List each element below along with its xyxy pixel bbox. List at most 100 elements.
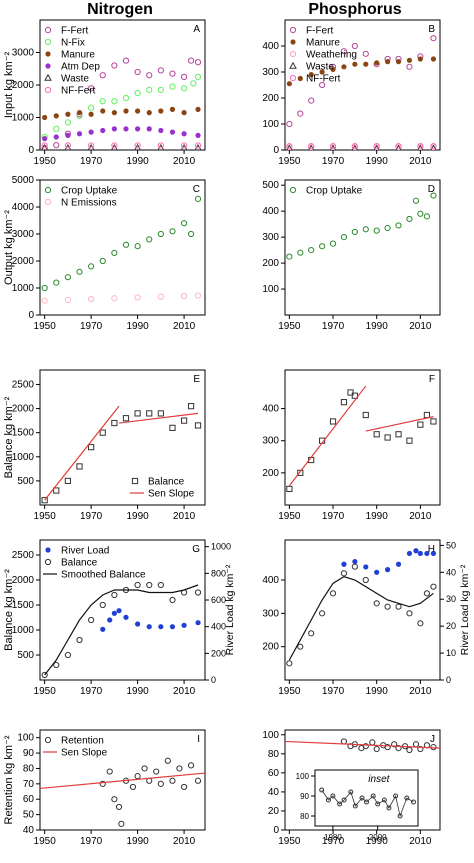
y-tick-label: 2000 [12, 575, 35, 586]
legend-swatch [44, 26, 52, 34]
panel-letter: D [428, 184, 435, 195]
data-point [123, 614, 129, 620]
legend-label: F-Fert [61, 26, 88, 37]
y-tick-label: 0 [28, 145, 34, 156]
data-point [351, 42, 358, 50]
data-point [187, 57, 195, 64]
x-tick-label: 1990 [126, 511, 149, 522]
legend-label: River Load [61, 546, 109, 557]
data-point [352, 803, 358, 809]
data-point [111, 110, 117, 116]
data-point [340, 570, 348, 577]
y-tick-label: 100 [262, 730, 279, 741]
data-point [169, 106, 176, 112]
data-point [430, 550, 437, 557]
data-point [308, 630, 315, 637]
data-point [76, 110, 83, 116]
data-point [337, 801, 343, 807]
series-line [118, 412, 199, 424]
x-tick-label: 1970 [322, 321, 345, 332]
data-point [286, 120, 293, 128]
y-tick-label: 300 [262, 67, 279, 78]
data-point [64, 477, 71, 484]
data-point [406, 550, 413, 557]
y-axis-label: Retention kg km⁻² [3, 735, 15, 824]
data-point [64, 119, 71, 126]
x-tick-label: 2010 [409, 686, 432, 697]
legend-swatch [289, 74, 297, 82]
data-point [76, 463, 83, 470]
data-point [194, 195, 202, 202]
x-tick-label: 1950 [34, 686, 57, 697]
data-point [417, 56, 423, 62]
y-tick-label: 80 [300, 812, 309, 821]
data-point [297, 643, 304, 650]
legend-label: Manure [306, 38, 340, 49]
data-point [393, 793, 399, 799]
legend-swatch [44, 73, 52, 81]
data-point [395, 143, 402, 150]
y2-tick-label: 0 [211, 675, 216, 685]
series-group [319, 787, 417, 819]
y-tick-label: 1000 [12, 452, 35, 463]
data-point [297, 249, 304, 256]
panel-f: 1950 1970 1990 2010 200 300 400 F [262, 369, 441, 522]
data-point [340, 399, 348, 406]
x-tick-label: 1970 [80, 511, 103, 522]
y-tick-label: 1500 [12, 428, 35, 439]
series-group [286, 35, 437, 150]
data-point [319, 787, 325, 793]
y-tick-label: 1500 [12, 600, 35, 611]
data-point [41, 142, 48, 149]
x-tick-label: 2010 [409, 321, 432, 332]
legend-swatch [289, 186, 297, 194]
data-point [286, 81, 292, 87]
y-axis-label: Balance kg km⁻² [3, 396, 15, 478]
data-point [41, 284, 48, 292]
y-axis-label: Input kg km⁻² [3, 51, 15, 118]
data-point [106, 768, 113, 775]
y-tick-label: 90 [23, 748, 35, 759]
data-point [64, 274, 71, 281]
y2-tick-label: 20 [446, 621, 456, 631]
data-point [363, 564, 369, 570]
data-point [194, 777, 202, 784]
data-point [176, 765, 183, 772]
y-tick-label: 2000 [12, 404, 35, 415]
x-tick-label: 1990 [366, 321, 389, 332]
data-point [111, 796, 118, 803]
data-point [430, 192, 437, 199]
data-point [169, 70, 176, 77]
y-tick-label: 4000 [12, 202, 35, 213]
data-point [181, 110, 187, 116]
series-line [365, 416, 434, 432]
legend-swatch [44, 736, 52, 744]
y-tick-label: 60 [268, 768, 280, 779]
data-point [41, 497, 48, 504]
data-point [397, 813, 403, 819]
data-point [308, 246, 315, 254]
data-point [146, 86, 153, 93]
series-group [41, 403, 202, 504]
series-line [44, 405, 120, 501]
data-point [111, 591, 118, 599]
y-tick-label: 200 [262, 258, 279, 269]
data-point [384, 603, 391, 610]
data-point [134, 68, 141, 76]
panel-h: 1950 1970 1990 2010 200 300 400 0 10 20 30 40 50 Rive… [262, 539, 471, 697]
data-point [53, 125, 60, 132]
data-point [412, 741, 420, 748]
data-point [373, 227, 380, 234]
data-point [417, 620, 424, 627]
data-point [169, 424, 176, 431]
data-point [180, 85, 188, 92]
data-point [374, 569, 380, 575]
panel-b: 1950 1970 1990 2010 0 100 200 300 400 B F-FertManu… [262, 19, 441, 167]
panel-letter: A [193, 24, 200, 35]
series-line [288, 576, 434, 661]
data-point [146, 410, 153, 417]
data-point [100, 626, 106, 632]
data-point [157, 581, 164, 589]
y-tick-label: 20 [268, 806, 280, 817]
